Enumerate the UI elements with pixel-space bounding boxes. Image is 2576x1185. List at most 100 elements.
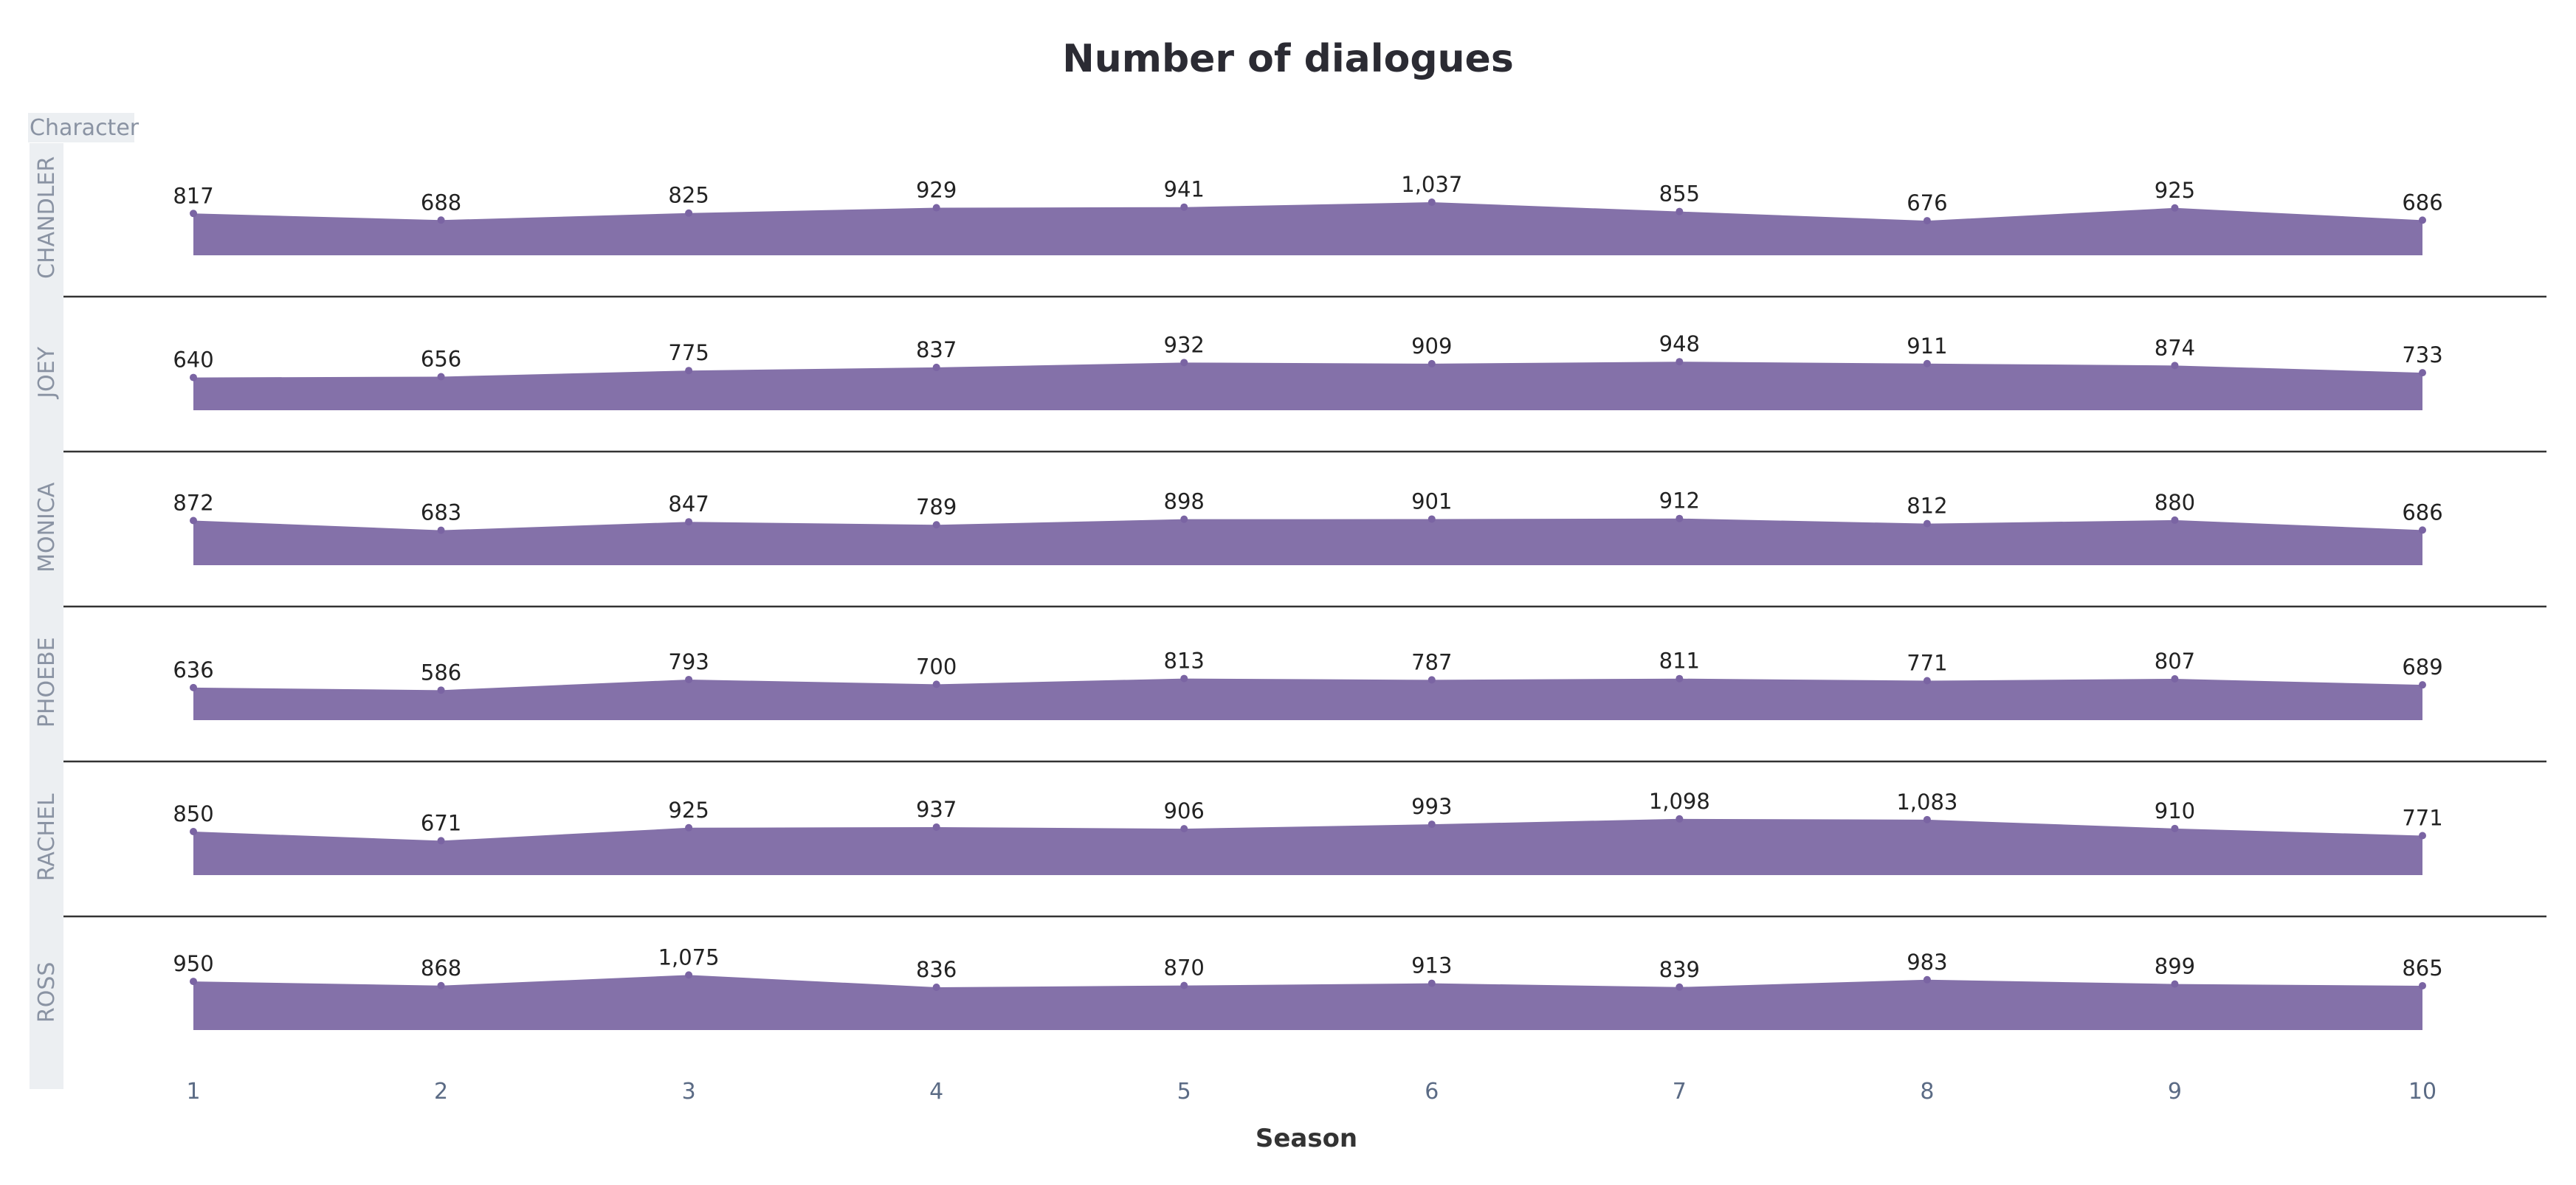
data-point (2171, 204, 2179, 212)
data-point (685, 675, 693, 683)
facet-label: RACHEL (34, 793, 60, 881)
data-point (2419, 832, 2426, 840)
value-label: 855 (1659, 182, 1700, 207)
data-point (932, 521, 940, 529)
facet-phoebe: PHOEBE 636 586 793 700 813 787 811 771 807 689 (34, 637, 2546, 763)
value-label: 837 (916, 337, 957, 362)
value-label: 1,037 (1401, 172, 1462, 197)
data-point (932, 680, 940, 688)
facet-chandler: CHANDLER 817 688 825 929 941 1,037 855 676 925 686 (34, 156, 2546, 298)
x-tick-label: 5 (1177, 1079, 1191, 1105)
value-label: 925 (2155, 178, 2195, 203)
data-point (190, 683, 197, 691)
data-point (1180, 981, 1188, 989)
value-label: 689 (2402, 654, 2442, 680)
x-tick-label: 7 (1673, 1079, 1687, 1105)
value-label: 1,075 (658, 944, 720, 970)
value-label: 793 (668, 649, 709, 674)
data-point (932, 983, 940, 991)
facet-strip-bg (30, 143, 63, 1089)
data-point (2419, 681, 2426, 689)
facet-label: MONICA (34, 482, 60, 573)
value-label: 1,098 (1649, 789, 1710, 814)
value-label: 686 (2402, 500, 2442, 525)
facet-ross: ROSS 950 868 1,075 836 870 913 839 983 899 865 (34, 944, 2443, 1030)
value-label: 948 (1659, 331, 1700, 356)
x-axis-title: Season (1256, 1124, 1357, 1153)
data-point (1676, 674, 1684, 683)
value-label: 686 (2402, 190, 2442, 215)
area-joey (193, 362, 2422, 410)
data-point (2419, 526, 2426, 534)
value-label: 929 (916, 178, 957, 203)
facet-header-label: Character (30, 115, 140, 141)
value-label: 950 (173, 951, 213, 976)
area-phoebe (193, 678, 2422, 720)
facet-panels: Character CHANDLER 817 688 825 929 941 1,037 855… (28, 113, 2546, 1089)
data-point (1180, 674, 1188, 683)
value-label: 1,083 (1896, 790, 1957, 815)
data-point (932, 363, 940, 371)
data-point (1676, 815, 1684, 823)
value-label: 874 (2155, 335, 2195, 360)
value-label: 880 (2155, 490, 2195, 515)
value-label: 586 (421, 660, 461, 685)
value-label: 906 (1164, 798, 1205, 823)
data-point (1428, 820, 1436, 829)
x-tick-label: 8 (1920, 1079, 1934, 1105)
data-point (685, 367, 693, 375)
data-point (1428, 359, 1436, 367)
facet-label: ROSS (34, 962, 60, 1023)
value-label: 993 (1411, 794, 1452, 819)
area-ross (193, 975, 2422, 1030)
value-label: 825 (668, 183, 709, 208)
value-label: 901 (1411, 488, 1452, 514)
value-label: 775 (668, 340, 709, 365)
data-point (437, 837, 445, 845)
facet-rachel: RACHEL 850 671 925 937 906 993 1,098 1,083 910 771 (34, 789, 2546, 918)
value-label: 847 (668, 491, 709, 517)
value-label: 932 (1164, 332, 1205, 357)
data-point (2419, 369, 2426, 377)
data-point (1923, 975, 1931, 984)
value-label: 636 (173, 657, 213, 683)
facet-header-bg (28, 113, 134, 142)
data-point (1428, 515, 1436, 523)
data-point (190, 210, 197, 218)
facet-monica: MONICA 872 683 847 789 898 901 912 812 880 686 (34, 482, 2546, 608)
value-label: 771 (1907, 650, 1947, 675)
area-rachel (193, 818, 2422, 875)
x-tick-label: 4 (929, 1079, 943, 1105)
value-label: 817 (173, 183, 213, 208)
data-point (1676, 983, 1684, 991)
value-label: 865 (2402, 956, 2442, 981)
data-point (1923, 815, 1931, 823)
data-point (1180, 825, 1188, 833)
data-point (1923, 359, 1931, 367)
value-label: 850 (173, 801, 213, 826)
value-label: 909 (1411, 334, 1452, 359)
value-label: 839 (1659, 957, 1700, 982)
value-label: 807 (2155, 649, 2195, 674)
value-label: 898 (1164, 489, 1205, 514)
x-tick-label: 6 (1425, 1079, 1439, 1105)
value-label: 910 (2155, 798, 2195, 823)
data-point (1428, 979, 1436, 987)
value-label: 941 (1164, 177, 1205, 202)
value-label: 925 (668, 798, 709, 823)
value-label: 870 (1164, 956, 1205, 981)
value-label: 771 (2402, 805, 2442, 830)
data-point (437, 373, 445, 381)
value-label: 733 (2402, 342, 2442, 367)
facet-label: PHOEBE (34, 637, 60, 728)
data-point (1180, 359, 1188, 367)
data-point (1428, 198, 1436, 207)
value-label: 787 (1411, 649, 1452, 674)
data-point (437, 526, 445, 534)
data-point (2171, 980, 2179, 988)
x-tick-label: 9 (2168, 1079, 2182, 1105)
value-label: 911 (1907, 334, 1947, 359)
data-point (685, 823, 693, 832)
data-point (1676, 358, 1684, 366)
